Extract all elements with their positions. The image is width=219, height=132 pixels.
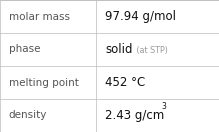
Text: melting point: melting point — [9, 77, 79, 88]
Text: (at STP): (at STP) — [134, 46, 168, 55]
Text: solid: solid — [105, 43, 133, 56]
Text: 2.43 g/cm: 2.43 g/cm — [105, 109, 164, 122]
Text: phase: phase — [9, 44, 40, 55]
Text: 97.94 g/mol: 97.94 g/mol — [105, 10, 176, 23]
Text: density: density — [9, 110, 47, 121]
Text: 3: 3 — [161, 102, 166, 111]
Text: 452 °C: 452 °C — [105, 76, 145, 89]
Text: molar mass: molar mass — [9, 11, 70, 22]
